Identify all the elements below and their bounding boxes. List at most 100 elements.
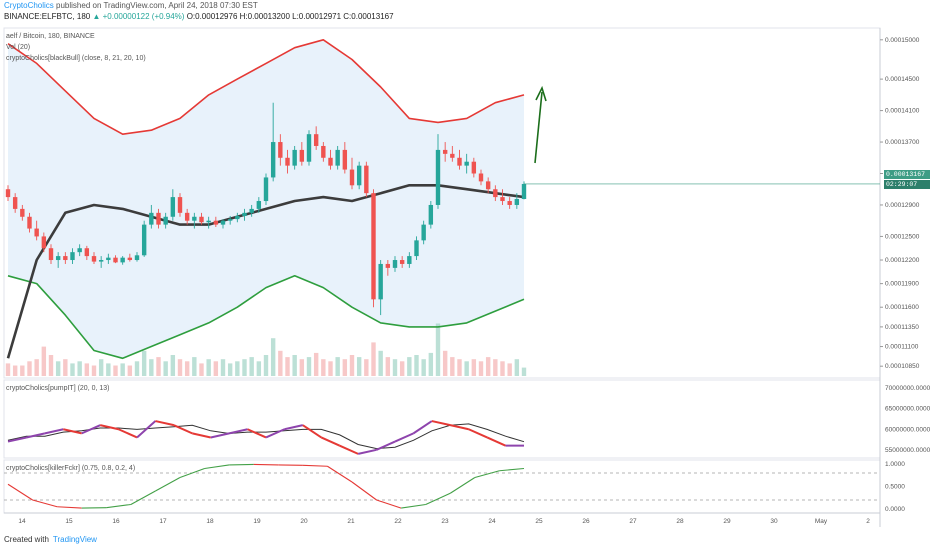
- candle-body: [156, 212, 161, 225]
- volume-bar: [356, 357, 362, 376]
- time-tick-label: 16: [112, 518, 120, 525]
- volume-bar: [414, 355, 419, 376]
- candle-body: [134, 255, 140, 261]
- volume-bar: [364, 359, 369, 376]
- candle-body: [328, 157, 333, 166]
- volume-bar: [63, 359, 68, 376]
- candle-body: [199, 216, 204, 223]
- volume-bar: [98, 359, 104, 376]
- volume-bar: [500, 361, 505, 376]
- candle-body: [41, 236, 47, 249]
- volume-bar: [134, 361, 140, 376]
- volume-bar: [435, 323, 441, 376]
- candle-body: [34, 228, 39, 237]
- price-tick-label: 0.00014500: [885, 76, 920, 83]
- candle-body: [149, 212, 154, 225]
- volume-bar: [27, 361, 32, 376]
- volume-bar: [278, 350, 283, 376]
- candle-body: [177, 197, 183, 213]
- killer-line-segment: [351, 481, 377, 501]
- candle-body: [77, 248, 82, 253]
- killer-line-segment: [204, 464, 230, 470]
- killer-tick-label: 1.0000: [885, 461, 905, 468]
- volume-bar: [184, 361, 190, 376]
- publisher-link[interactable]: CryptoCholics: [4, 1, 54, 10]
- volume-bar: [177, 359, 183, 376]
- up-arrow-head: [535, 85, 547, 102]
- candle-body: [500, 197, 505, 202]
- volume-bar: [127, 365, 133, 376]
- candle-body: [48, 248, 54, 261]
- pumpit-line-segment: [431, 420, 451, 427]
- volume-bar: [335, 357, 340, 376]
- candle-body: [407, 256, 412, 264]
- pumpit-line-segment: [247, 428, 267, 439]
- pumpit-line-segment: [7, 436, 27, 443]
- volume-bar: [120, 363, 125, 376]
- candle-body: [485, 181, 491, 190]
- time-tick-label: 23: [441, 518, 449, 525]
- candle-body: [55, 256, 61, 261]
- killer-line-segment: [327, 465, 353, 483]
- pumpit-line-segment: [63, 428, 82, 435]
- volume-bar: [113, 365, 118, 376]
- volume-bar: [84, 363, 90, 376]
- candle-body: [256, 201, 262, 209]
- tradingview-logo[interactable]: TradingView: [52, 535, 97, 544]
- volume-bar: [263, 355, 269, 376]
- candle-body: [392, 260, 398, 268]
- volume-bar: [306, 357, 312, 376]
- time-tick-label: 24: [488, 518, 496, 525]
- killer-line-segment: [425, 492, 451, 506]
- killer-line-segment: [401, 503, 426, 509]
- volume-bar: [91, 365, 97, 376]
- volume-bar: [70, 363, 75, 376]
- killer-line-segment: [499, 467, 525, 472]
- volume-bar: [471, 359, 477, 376]
- volume-bar: [170, 355, 176, 376]
- killer-line-segment: [302, 464, 328, 467]
- time-tick-label: 20: [300, 518, 308, 525]
- killer-line-segment: [474, 470, 500, 479]
- candle-body: [127, 257, 133, 261]
- pumpit-line-segment: [284, 424, 304, 431]
- candle-body: [84, 248, 90, 257]
- candle-body: [163, 216, 168, 225]
- price-tick-label: 0.00015000: [885, 37, 920, 44]
- publish-info: CryptoCholics published on TradingView.c…: [4, 1, 258, 11]
- pumpit-line-segment: [357, 448, 377, 455]
- pumpit-line-segment: [302, 424, 322, 439]
- volume-bar: [227, 363, 233, 376]
- volume-bar: [199, 363, 204, 376]
- candle-body: [464, 161, 469, 166]
- current-price-tag: 0.00013167: [884, 170, 930, 179]
- pumpit-line-segment: [376, 440, 396, 451]
- candle-body: [249, 208, 254, 213]
- candle-body: [313, 134, 319, 146]
- time-tick-label: 26: [582, 518, 590, 525]
- candle-body: [342, 149, 348, 170]
- candle-body: [385, 263, 391, 268]
- volume-bar: [156, 357, 161, 376]
- time-tick-label: 18: [206, 518, 214, 525]
- volume-bar: [442, 350, 448, 376]
- candle-body: [457, 157, 462, 166]
- price-tick-label: 0.00011350: [885, 324, 919, 331]
- pumpit-tick-label: 55000000.0000: [885, 447, 931, 454]
- candle-body: [378, 263, 383, 300]
- pumpit-tick-label: 65000000.0000: [885, 406, 931, 413]
- time-tick-label: 30: [770, 518, 778, 525]
- killer-line-segment: [130, 490, 156, 505]
- publish-date: published on TradingView.com, April 24, …: [53, 1, 258, 10]
- candle-body: [414, 240, 419, 257]
- time-tick-label: 17: [159, 518, 167, 525]
- pumpit-signal-line: [7, 423, 525, 450]
- candle-body: [421, 224, 426, 241]
- killer-line-segment: [179, 467, 205, 479]
- volume-bar: [428, 352, 434, 376]
- pumpit-line-segment: [26, 432, 46, 439]
- price-tick-label: 0.00011100: [885, 344, 919, 351]
- time-tick-label: 2: [866, 518, 870, 525]
- pumpit-line-segment: [412, 420, 433, 435]
